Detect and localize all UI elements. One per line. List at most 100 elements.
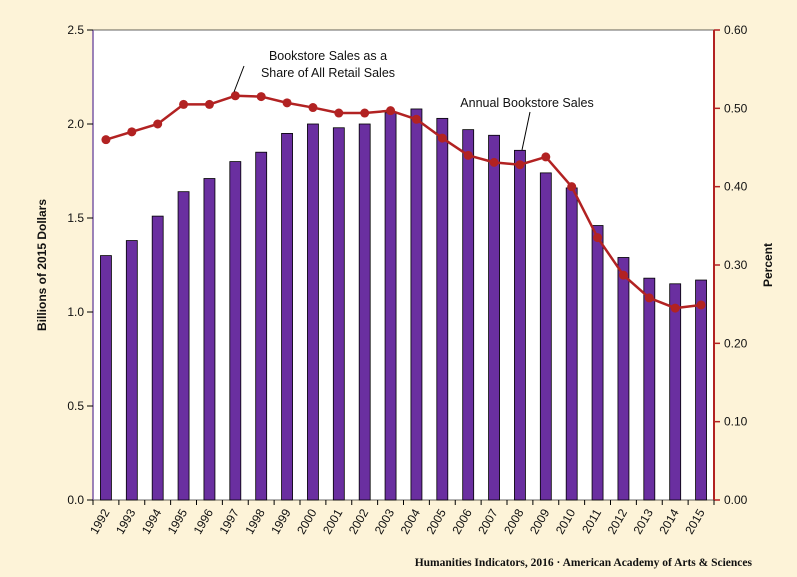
share-line-series — [101, 91, 706, 313]
share-point-2001 — [334, 108, 344, 118]
share-point-2008 — [515, 160, 525, 170]
share-point-2015 — [696, 300, 706, 310]
share-point-2006 — [463, 150, 473, 160]
left-tick-label: 0.0 — [67, 493, 84, 507]
bar-2014 — [669, 283, 682, 501]
x-tick-label: 2002 — [346, 506, 372, 536]
bar-2002 — [358, 123, 371, 501]
bar-1997 — [229, 161, 242, 501]
x-tick-label: 2004 — [398, 506, 424, 536]
x-tick-label: 1993 — [113, 506, 139, 536]
left-tick-label: 1.5 — [67, 211, 84, 225]
x-tick-label: 1994 — [139, 506, 165, 536]
share-point-2012 — [618, 270, 628, 280]
share-point-2013 — [644, 293, 654, 303]
bar-2015 — [695, 279, 707, 501]
share-annotation-line2: Share of All Retail Sales — [261, 66, 395, 80]
right-tick-label: 0.50 — [724, 101, 748, 115]
x-tick-label: 2007 — [475, 506, 501, 536]
right-axis-title: Percent — [761, 243, 775, 287]
bar-2012 — [617, 257, 630, 501]
bar-2003 — [384, 112, 397, 501]
x-tick-label: 2000 — [294, 506, 320, 536]
bar-1998 — [255, 151, 268, 501]
share-point-2014 — [670, 303, 680, 313]
x-tick-label: 2006 — [449, 506, 475, 536]
share-point-2002 — [360, 108, 370, 118]
bar-2005 — [436, 117, 449, 501]
bar-2010 — [565, 187, 578, 501]
share-point-1998 — [256, 92, 266, 102]
bar-1995 — [177, 191, 190, 501]
share-annotation-line1: Bookstore Sales as a — [269, 49, 387, 63]
right-tick-label: 0.20 — [724, 336, 748, 350]
share-point-2004 — [411, 114, 421, 124]
share-point-2005 — [437, 133, 447, 143]
bar-annotation-label: Annual Bookstore Sales — [460, 96, 593, 110]
right-tick-label: 0.30 — [724, 258, 748, 272]
x-tick-label: 2015 — [682, 506, 708, 536]
bar-1993 — [125, 240, 138, 501]
left-tick-label: 2.0 — [67, 117, 84, 131]
bar-1996 — [203, 178, 216, 501]
bar-1994 — [151, 215, 164, 501]
bar-2011 — [591, 225, 604, 501]
bar-2008 — [514, 149, 526, 501]
right-tick-label: 0.10 — [724, 415, 748, 429]
share-point-1992 — [101, 135, 111, 145]
x-tick-label: 2008 — [501, 506, 527, 536]
bar-series — [100, 108, 707, 501]
share-point-2003 — [386, 106, 396, 116]
x-tick-label: 2005 — [423, 506, 449, 536]
share-point-1993 — [127, 127, 137, 137]
bar-2007 — [488, 134, 500, 501]
share-point-1999 — [282, 98, 292, 108]
x-tick-label: 1998 — [242, 506, 268, 536]
share-point-2011 — [593, 233, 603, 243]
x-tick-label: 2003 — [372, 506, 398, 536]
left-axis-title: Billions of 2015 Dollars — [35, 199, 49, 331]
share-point-2010 — [567, 182, 577, 192]
bar-2001 — [332, 127, 345, 501]
share-annotation-leader — [233, 65, 245, 93]
left-tick-label: 1.0 — [67, 305, 84, 319]
share-point-1995 — [179, 99, 189, 109]
bar-2000 — [307, 123, 319, 501]
bar-1992 — [100, 255, 112, 501]
x-tick-label: 1995 — [165, 506, 191, 536]
x-axis-ticks: 1992 1993 1994 1995 1996 1997 1998 1999 2000 2001… — [87, 500, 715, 537]
x-tick-label: 2012 — [605, 506, 631, 536]
left-axis: 0.0 0.5 1.0 1.5 2.0 2.5 — [67, 23, 94, 507]
plot-area — [92, 29, 715, 501]
x-tick-label: 1999 — [268, 506, 294, 536]
bar-2004 — [410, 108, 423, 501]
share-point-2007 — [489, 157, 499, 167]
bar-2009 — [539, 172, 552, 501]
left-tick-label: 0.5 — [67, 399, 84, 413]
x-tick-label: 2001 — [320, 506, 346, 536]
share-point-1997 — [230, 91, 240, 101]
x-tick-label: 1996 — [191, 506, 217, 536]
x-tick-label: 2013 — [630, 506, 656, 536]
share-point-2000 — [308, 103, 318, 113]
bar-2006 — [462, 129, 475, 501]
share-point-1994 — [153, 119, 163, 129]
right-tick-label: 0.00 — [724, 493, 748, 507]
bar-2013 — [643, 277, 656, 501]
bar-annotation-leader — [521, 111, 531, 151]
share-point-1996 — [204, 99, 214, 109]
bar-1999 — [281, 132, 293, 501]
x-tick-label: 2014 — [656, 506, 682, 536]
x-tick-label: 1997 — [216, 506, 242, 536]
source-credit: Humanities Indicators, 2016 · American A… — [415, 557, 753, 569]
x-tick-label: 2009 — [527, 506, 553, 536]
right-tick-label: 0.40 — [724, 180, 748, 194]
x-tick-label: 2011 — [579, 506, 604, 536]
share-point-2009 — [541, 152, 551, 162]
right-axis: 0.00 0.10 0.20 0.30 0.40 0.50 0.60 — [713, 23, 748, 507]
right-tick-label: 0.60 — [724, 23, 748, 37]
x-tick-label: 1992 — [87, 506, 113, 536]
left-tick-label: 2.5 — [67, 23, 84, 37]
